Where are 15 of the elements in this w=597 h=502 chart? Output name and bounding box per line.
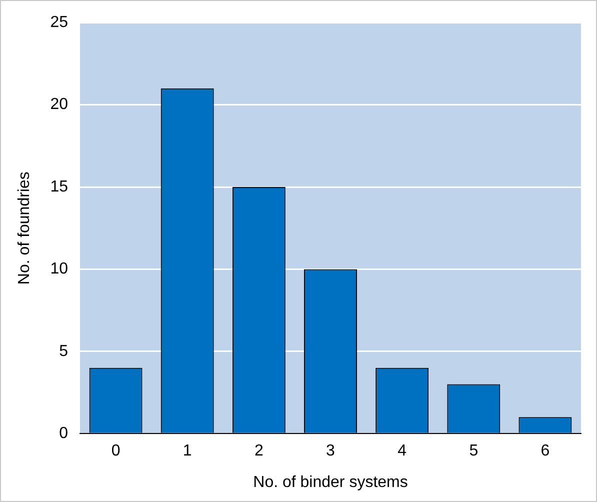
y-tick-label: 25 — [50, 14, 68, 32]
x-tick-label: 1 — [182, 442, 192, 460]
x-tick-label: 5 — [469, 442, 478, 460]
y-tick-label: 15 — [50, 178, 68, 196]
x-tick-label: 3 — [326, 442, 336, 460]
x-tick-label: 2 — [254, 442, 264, 460]
y-tick-label: 20 — [50, 96, 68, 114]
x-tick-label: 4 — [398, 442, 407, 460]
x-axis-title: No. of binder systems — [253, 474, 408, 491]
y-axis-title: No. of foundries — [16, 172, 34, 285]
y-tick-label: 0 — [59, 425, 68, 442]
y-tick-label: 10 — [50, 260, 68, 278]
x-tick-label: 0 — [111, 442, 120, 460]
x-tick-label: 6 — [540, 442, 550, 460]
y-tick-label: 5 — [59, 342, 68, 360]
